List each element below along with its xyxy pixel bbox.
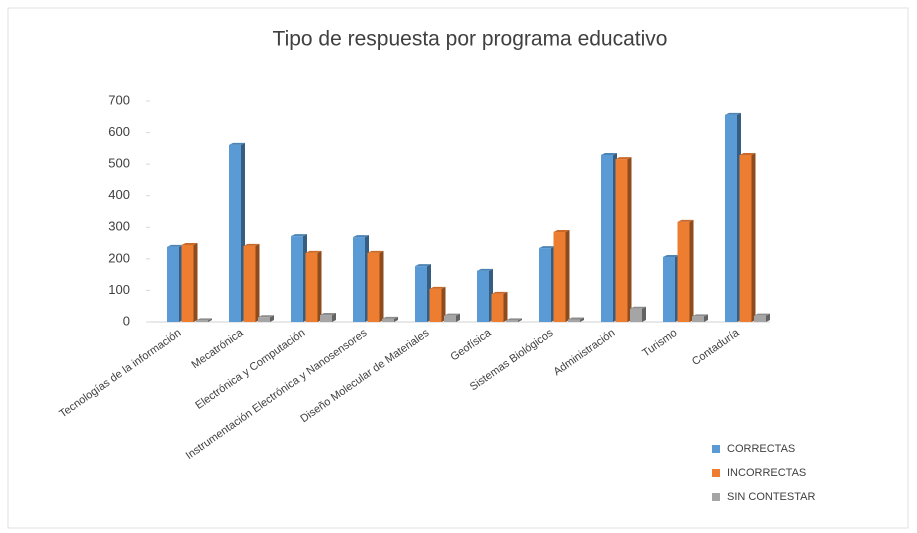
y-tick-label: 700 xyxy=(108,92,130,107)
bar-top xyxy=(553,230,570,233)
bar-side xyxy=(503,291,508,322)
bar-side xyxy=(766,313,770,322)
bar-top xyxy=(754,313,770,316)
bar xyxy=(229,144,241,322)
y-tick-label: 500 xyxy=(108,156,130,171)
bar xyxy=(491,293,504,322)
bar xyxy=(353,237,365,322)
bar-side xyxy=(580,317,584,322)
bar-top xyxy=(615,157,632,160)
legend-label: SIN CONTESTAR xyxy=(727,491,815,503)
legend-label: INCORRECTAS xyxy=(727,467,806,479)
bar xyxy=(477,270,489,322)
bar xyxy=(196,320,208,322)
bar-top xyxy=(382,316,398,319)
bar xyxy=(444,315,456,322)
bar-side xyxy=(751,152,756,322)
bar-top xyxy=(181,242,198,245)
bar-top xyxy=(243,243,260,246)
bar-top xyxy=(291,234,307,237)
bar xyxy=(506,320,518,322)
chart-title: Tipo de respuesta por programa educativo xyxy=(273,28,668,51)
bar-top xyxy=(630,306,646,309)
bar-top xyxy=(258,315,274,318)
bar-side xyxy=(193,242,198,322)
bar-top xyxy=(739,152,756,155)
bar-top xyxy=(353,235,369,238)
bar-top xyxy=(506,318,522,321)
bar xyxy=(167,246,179,322)
bar-top xyxy=(320,313,336,316)
bar xyxy=(539,248,551,322)
bar xyxy=(725,114,737,323)
bar-top xyxy=(477,268,493,271)
bar-top xyxy=(429,286,446,289)
bar xyxy=(568,319,580,322)
y-tick-label: 200 xyxy=(108,250,130,265)
bar-top xyxy=(677,219,694,222)
bar xyxy=(291,236,303,322)
bar xyxy=(615,159,628,322)
bar-side xyxy=(317,250,322,322)
bar xyxy=(739,154,752,322)
bar-side xyxy=(379,250,384,322)
bar xyxy=(258,317,270,322)
bar-top xyxy=(692,314,708,317)
bar xyxy=(429,288,442,322)
bar-top xyxy=(415,264,431,267)
bar-top xyxy=(491,291,508,294)
bar-side xyxy=(255,243,260,322)
bar xyxy=(243,245,256,322)
bar-side xyxy=(704,314,708,322)
chart-frame xyxy=(7,7,909,529)
bar xyxy=(382,318,394,322)
bar-side xyxy=(689,219,694,322)
bar xyxy=(630,308,642,322)
bar xyxy=(320,315,332,322)
bar xyxy=(367,252,380,322)
bar-top xyxy=(196,318,212,321)
y-tick-label: 300 xyxy=(108,219,130,234)
bar-side xyxy=(270,315,274,322)
bar-side xyxy=(518,318,522,322)
bar-side xyxy=(565,230,570,322)
bar-side xyxy=(394,316,398,322)
bar xyxy=(181,244,194,322)
legend-swatch xyxy=(712,445,720,453)
bar-top xyxy=(229,142,245,145)
bar xyxy=(677,221,690,322)
bar-side xyxy=(642,306,646,322)
bar-top xyxy=(663,254,679,257)
y-tick-label: 600 xyxy=(108,124,130,139)
y-tick-label: 400 xyxy=(108,187,130,202)
y-tick-label: 100 xyxy=(108,282,130,297)
bar xyxy=(415,266,427,322)
bar xyxy=(553,232,566,322)
bar-top xyxy=(568,317,584,320)
legend-swatch xyxy=(712,469,720,477)
bar xyxy=(754,315,766,322)
bar xyxy=(692,316,704,322)
bar-top xyxy=(167,244,183,247)
bar xyxy=(601,154,613,322)
bar-top xyxy=(725,112,741,115)
bar-top xyxy=(601,152,617,155)
legend-label: CORRECTAS xyxy=(727,443,795,455)
bar-top xyxy=(539,246,555,249)
bar-top xyxy=(367,250,384,253)
bar-top xyxy=(305,250,322,253)
y-tick-label: 0 xyxy=(123,313,130,328)
bar-top xyxy=(444,313,460,316)
bar-side xyxy=(441,286,446,322)
legend-swatch xyxy=(712,493,720,501)
bar-side xyxy=(456,313,460,322)
bar-side xyxy=(332,313,336,322)
bar xyxy=(663,256,675,322)
bar-side xyxy=(208,318,212,322)
bar xyxy=(305,252,318,322)
bar-side xyxy=(627,157,632,322)
